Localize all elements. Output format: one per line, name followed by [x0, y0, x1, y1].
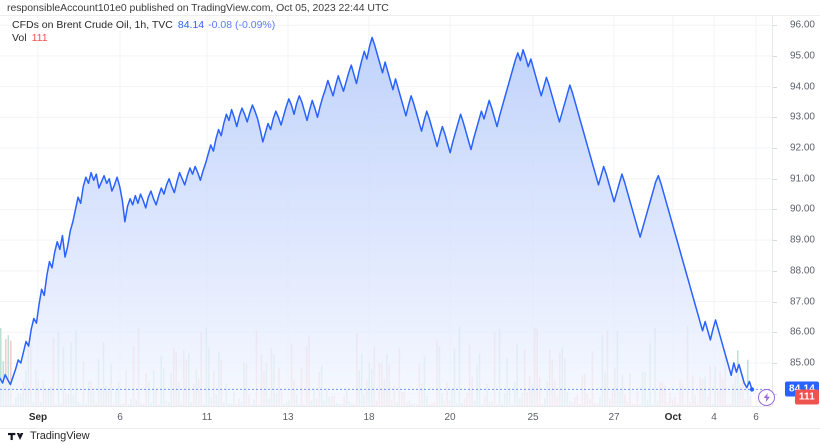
- legend-volume-value: 111: [31, 32, 48, 44]
- legend-change: -0.08 (-0.09%): [208, 19, 276, 31]
- time-axis-label: 27: [608, 412, 620, 423]
- price-axis-label: 93.00: [789, 111, 815, 123]
- tradingview-mark-icon: [8, 432, 24, 440]
- time-axis-label: Sep: [28, 412, 48, 423]
- price-axis-label: 87.00: [789, 296, 815, 308]
- price-axis-tickmark: [773, 25, 777, 27]
- legend-symbol-row[interactable]: CFDs on Brent Crude Oil, 1h, TVC 84.14 -0.…: [12, 19, 275, 32]
- attribution-divider: [0, 15, 820, 16]
- price-axis-tickmark: [773, 240, 777, 242]
- chart-plot-area[interactable]: [0, 16, 772, 406]
- price-axis-tickmark: [773, 86, 777, 88]
- price-axis-tickmark: [773, 363, 777, 364]
- price-axis-label: 94.00: [789, 81, 815, 93]
- price-axis-label: 89.00: [789, 234, 815, 246]
- time-axis[interactable]: Sep 6 11 13 18 20 25 27 Oct 4 6: [0, 406, 772, 429]
- price-area-fill: [0, 37, 752, 406]
- price-axis-tickmark: [773, 55, 777, 57]
- price-axis-label: 90.00: [789, 203, 815, 215]
- time-axis-label: 6: [753, 412, 759, 423]
- legend-last-price: 84.14: [177, 19, 205, 31]
- tradingview-logo[interactable]: TradingView: [8, 430, 90, 442]
- price-axis-label: 85.00: [789, 357, 815, 369]
- price-axis-tickmark: [773, 148, 777, 150]
- price-axis-label: 92.00: [789, 142, 815, 154]
- price-axis-label: 96.00: [789, 19, 815, 31]
- time-axis-label: 25: [527, 412, 539, 423]
- legend-symbol: CFDs on Brent Crude Oil, 1h, TVC: [12, 19, 173, 31]
- last-volume-badge[interactable]: 111: [794, 389, 819, 405]
- price-axis[interactable]: 96.00 95.00 94.00 93.00 92.00 91.00 90.00 89.00…: [772, 16, 820, 406]
- price-axis-tickmark: [773, 270, 777, 272]
- price-axis-tickmark: [773, 332, 777, 334]
- time-axis-label: 18: [363, 412, 375, 423]
- attribution-text: responsibleAccount101e0 published on Tra…: [7, 2, 389, 14]
- legend-volume-row[interactable]: Vol 111: [12, 32, 275, 45]
- price-axis-label: 88.00: [789, 265, 815, 277]
- price-axis-tickmark: [773, 178, 777, 180]
- price-series-svg: [0, 16, 772, 406]
- tradingview-logo-text: TradingView: [30, 430, 90, 442]
- price-axis-label: 95.00: [789, 50, 815, 62]
- time-axis-label: 4: [711, 412, 717, 423]
- legend-volume-label: Vol: [12, 32, 27, 44]
- realtime-bolt-icon[interactable]: [758, 389, 775, 406]
- price-axis-label: 91.00: [789, 173, 815, 185]
- price-axis-label: 86.00: [789, 326, 815, 338]
- time-axis-label: 20: [444, 412, 456, 423]
- time-axis-label: Oct: [664, 412, 682, 423]
- chart-legend: CFDs on Brent Crude Oil, 1h, TVC 84.14 -0.…: [12, 19, 275, 45]
- time-axis-label: 13: [282, 412, 294, 423]
- price-axis-tickmark: [773, 117, 777, 119]
- last-price-dot: [749, 387, 755, 392]
- price-axis-tickmark: [773, 301, 777, 303]
- footer-divider: [0, 428, 820, 429]
- price-line: [0, 36, 753, 391]
- price-axis-tickmark: [773, 209, 777, 211]
- price-axis-tickmark: [773, 393, 777, 395]
- time-axis-label: 11: [201, 412, 213, 423]
- time-axis-label: 6: [117, 412, 123, 423]
